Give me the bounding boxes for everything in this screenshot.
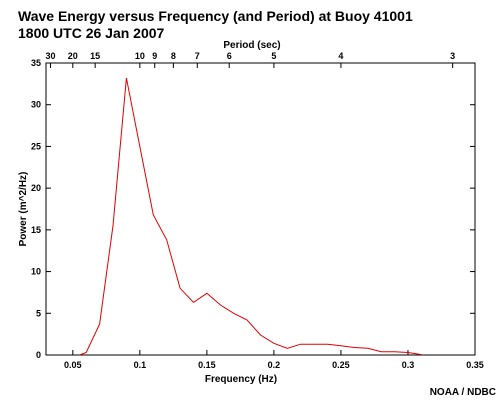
chart-subtitle: 1800 UTC 26 Jan 2007 (18, 25, 165, 41)
chart-title: Wave Energy versus Frequency (and Period… (18, 8, 413, 24)
plot-border (45, 62, 476, 356)
x-tick-label: 0.25 (332, 360, 350, 370)
period-tick-label: 4 (338, 51, 343, 61)
y-tick-label: 35 (31, 58, 41, 68)
period-tick-label: 6 (227, 51, 232, 61)
x-tick-label: 0.1 (134, 360, 147, 370)
period-tick-label: 8 (171, 51, 176, 61)
x-tick-label: 0.05 (64, 360, 82, 370)
series-layer (79, 77, 422, 356)
period-tick-label: 9 (152, 51, 157, 61)
period-axis-label: Period (sec) (223, 40, 280, 51)
period-tick-label: 3 (450, 51, 455, 61)
period-tick-label: 5 (271, 51, 276, 61)
x-tick-label: 0.15 (198, 360, 216, 370)
y-tick-label: 30 (31, 100, 41, 110)
spectrum-line (79, 77, 422, 356)
y-tick-label: 5 (36, 308, 41, 318)
period-axis: 30 20 15 10 9 8 7 6 5 4 3 (45, 51, 455, 68)
y-tick-label: 20 (31, 183, 41, 193)
x-tick-label: 0.3 (402, 360, 415, 370)
frequency-axis-label: Frequency (Hz) (205, 374, 277, 385)
y-tick-label: 15 (31, 225, 41, 235)
y-tick-label: 10 (31, 267, 41, 277)
plot-frame (45, 62, 476, 356)
power-axis-label: Power (m^2/Hz) (18, 172, 29, 247)
period-tick-label: 15 (90, 51, 100, 61)
source-credit: NOAA / NDBC (430, 387, 496, 398)
period-tick-label: 7 (195, 51, 200, 61)
y-tick-label: 25 (31, 141, 41, 151)
power-axis: 0 5 10 15 20 25 30 35 (31, 58, 475, 360)
x-tick-label: 0.35 (466, 360, 484, 370)
period-tick-label: 30 (45, 51, 55, 61)
y-tick-label: 0 (36, 350, 41, 360)
period-tick-label: 10 (135, 51, 145, 61)
frequency-axis: 0.05 0.1 0.15 0.2 0.25 0.3 0.35 (64, 350, 484, 370)
x-tick-label: 0.2 (268, 360, 281, 370)
period-tick-label: 20 (68, 51, 78, 61)
